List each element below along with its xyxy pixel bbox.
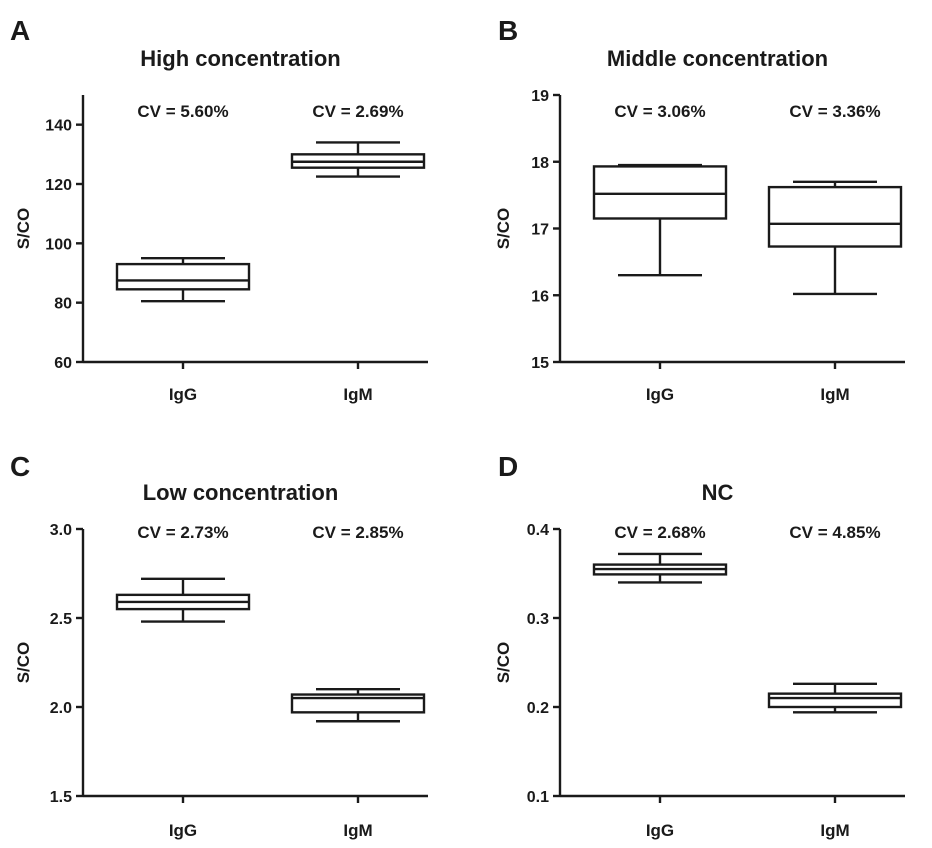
x-tick-label: IgG: [169, 821, 197, 840]
box-igg: [592, 552, 728, 584]
x-tick-label: IgM: [820, 821, 849, 840]
box-iqr: [767, 692, 903, 709]
cv-annotation: CV = 4.85%: [789, 523, 880, 542]
box-iqr: [767, 185, 903, 248]
x-tick-label: IgG: [646, 821, 674, 840]
y-tick-label: 2.5: [50, 611, 72, 628]
y-tick-label: 0.1: [527, 789, 549, 806]
y-axis-label: S/CO: [494, 208, 513, 250]
y-tick-label: 15: [531, 355, 549, 372]
box-iqr: [592, 165, 728, 220]
box-igm: [767, 180, 903, 296]
cv-annotation: CV = 3.36%: [789, 102, 880, 121]
chart-title: NC: [702, 480, 734, 505]
y-tick-label: 17: [531, 222, 549, 239]
x-tick-label: IgM: [820, 385, 849, 404]
y-tick-label: 0.4: [527, 522, 549, 539]
y-tick-label: 18: [531, 155, 549, 172]
y-axis-label: S/CO: [14, 208, 33, 250]
y-tick-label: 80: [54, 296, 72, 313]
y-tick-label: 3.0: [50, 522, 72, 539]
y-tick-label: 140: [45, 118, 72, 135]
cv-annotation: CV = 2.68%: [614, 523, 705, 542]
y-axis-label: S/CO: [14, 642, 33, 684]
chart-panel-d: D NC S/CO 0.1 0.2 0.3 0.4 IgG CV = 2.68% IgM CV = …: [494, 451, 905, 840]
box-iqr: [115, 262, 251, 291]
chart-panel-a: A High concentration S/CO 60 80 100 120 140 IgG C…: [10, 15, 428, 404]
chart-panel-b: B Middle concentration S/CO 15 16 17 18 19 IgG CV…: [494, 15, 905, 404]
box-igm: [290, 688, 426, 723]
x-tick-label: IgM: [343, 385, 372, 404]
chart-title: High concentration: [140, 46, 340, 71]
y-tick-label: 19: [531, 88, 549, 105]
cv-annotation: CV = 5.60%: [137, 102, 228, 121]
y-tick-label: 1.5: [50, 789, 72, 806]
x-tick-label: IgG: [169, 385, 197, 404]
box-igm: [290, 141, 426, 178]
x-tick-label: IgM: [343, 821, 372, 840]
y-tick-label: 100: [45, 236, 72, 253]
chart-title: Low concentration: [143, 480, 339, 505]
y-axis-label: S/CO: [494, 642, 513, 684]
box-igg: [592, 163, 728, 277]
cv-annotation: CV = 2.69%: [312, 102, 403, 121]
panel-letter: B: [498, 15, 518, 46]
panel-letter: C: [10, 451, 30, 482]
y-tick-label: 60: [54, 355, 72, 372]
cv-annotation: CV = 2.73%: [137, 523, 228, 542]
y-tick-label: 16: [531, 288, 549, 305]
y-tick-label: 120: [45, 177, 72, 194]
box-igg: [115, 256, 251, 303]
y-tick-label: 0.2: [527, 700, 549, 717]
cv-annotation: CV = 2.85%: [312, 523, 403, 542]
cv-annotation: CV = 3.06%: [614, 102, 705, 121]
x-tick-label: IgG: [646, 385, 674, 404]
box-igg: [115, 577, 251, 623]
y-tick-label: 0.3: [527, 611, 549, 628]
panel-letter: A: [10, 15, 30, 46]
box-igm: [767, 682, 903, 714]
chart-panel-c: C Low concentration S/CO 1.5 2.0 2.5 3.0 IgG CV …: [10, 451, 428, 840]
y-tick-label: 2.0: [50, 700, 72, 717]
panel-letter: D: [498, 451, 518, 482]
chart-title: Middle concentration: [607, 46, 828, 71]
